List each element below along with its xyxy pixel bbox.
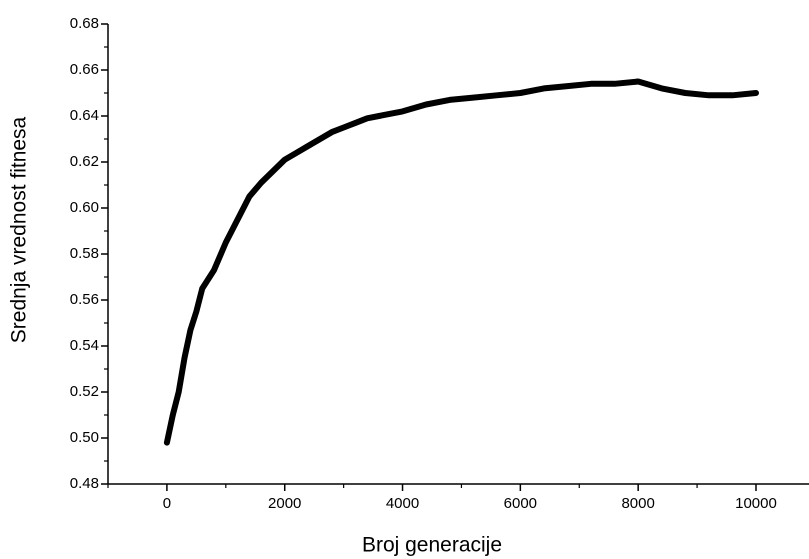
y-tick-label: 0.62 [70,153,99,170]
x-axis-title: Broj generacije [362,534,502,557]
x-tick-label: 6000 [504,495,537,512]
x-tick-label: 4000 [386,495,419,512]
x-tick-label: 2000 [268,495,301,512]
y-axis-title: Srednja vrednost fitnesa [8,116,31,343]
data-line [163,78,759,446]
y-tick-label: 0.48 [70,475,99,492]
y-tick-label: 0.60 [70,199,99,216]
y-tick-label: 0.56 [70,291,99,308]
x-tick-label: 8000 [621,495,654,512]
y-tick-label: 0.66 [70,61,99,78]
y-tick-label: 0.54 [70,337,99,354]
x-tick-label: 10000 [735,495,777,512]
y-tick-label: 0.64 [70,107,99,124]
y-tick-label: 0.68 [70,15,99,32]
x-tick-label: 0 [163,495,171,512]
y-tick-label: 0.58 [70,245,99,262]
y-tick-label: 0.52 [70,383,99,400]
y-tick-label: 0.50 [70,429,99,446]
